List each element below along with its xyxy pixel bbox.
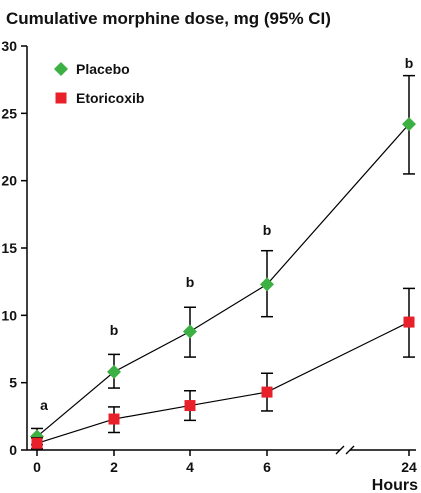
significance-label: b <box>405 55 414 71</box>
legend-etoricoxib-icon <box>55 92 67 104</box>
x-tick-label: 2 <box>110 459 118 475</box>
placebo-point <box>260 277 274 292</box>
significance-label: b <box>110 322 119 338</box>
legend-etoricoxib-label: Etoricoxib <box>76 90 144 106</box>
x-axis-label: Hours <box>372 477 418 493</box>
etoricoxib-point <box>403 316 415 328</box>
legend-placebo-label: Placebo <box>76 61 130 77</box>
etoricoxib-line <box>36 321 410 444</box>
placebo-point <box>402 117 416 132</box>
etoricoxib-point <box>108 413 120 425</box>
y-tick-label: 30 <box>1 38 17 54</box>
y-tick-label: 10 <box>1 307 17 323</box>
x-tick-label: 0 <box>33 459 41 475</box>
etoricoxib-point <box>31 437 43 449</box>
placebo-line <box>36 123 410 437</box>
x-tick-label: 6 <box>263 459 271 475</box>
legend-placebo-icon <box>54 62 68 76</box>
etoricoxib-point <box>184 400 196 412</box>
significance-label: a <box>40 397 48 413</box>
y-tick-label: 0 <box>9 442 17 458</box>
significance-label: b <box>263 222 272 238</box>
x-axis-break-mark <box>345 445 355 455</box>
placebo-point <box>107 364 121 379</box>
x-axis-break-mark <box>335 445 345 455</box>
y-tick-label: 20 <box>1 173 17 189</box>
y-tick-label: 5 <box>9 375 17 391</box>
etoricoxib-point <box>261 386 273 398</box>
y-tick-label: 15 <box>1 240 17 256</box>
chart-title: Cumulative morphine dose, mg (95% CI) <box>6 9 331 28</box>
placebo-point <box>183 324 197 339</box>
y-tick-label: 25 <box>1 105 17 121</box>
x-tick-label: 24 <box>401 459 417 475</box>
significance-label: b <box>186 274 195 290</box>
x-tick-label: 4 <box>186 459 194 475</box>
